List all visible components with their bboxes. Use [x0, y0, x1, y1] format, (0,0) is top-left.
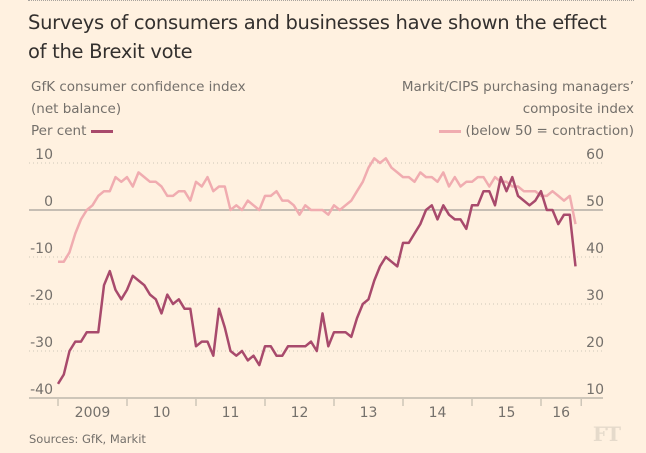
- x-tick-label: 13: [360, 405, 378, 421]
- pmi-line: [58, 157, 577, 263]
- source-note: Sources: GfK, Markit: [29, 432, 146, 446]
- left-axis-label-line2: (net balance): [31, 101, 122, 117]
- legend-gfk-swatch: [91, 129, 114, 133]
- left-tick-label: -30: [30, 335, 53, 351]
- right-tick-label: 30: [586, 288, 604, 304]
- right-tick-label: 10: [586, 382, 604, 398]
- x-tick-label: 10: [153, 405, 171, 421]
- left-tick-label: 10: [35, 147, 53, 163]
- left-tick-label: -40: [30, 382, 53, 398]
- x-tick-label: 12: [291, 405, 309, 421]
- legend-gfk: Per cent: [31, 120, 246, 142]
- right-tick-label: 60: [586, 147, 604, 163]
- right-axis-label-line2: composite index: [522, 101, 634, 117]
- right-axis-label: Markit/CIPS purchasing managers’ composi…: [402, 76, 634, 142]
- right-tick-label: 50: [586, 194, 604, 210]
- legend-pmi: (below 50 = contraction): [402, 120, 634, 142]
- right-tick-label: 40: [586, 241, 604, 257]
- right-axis-label-line3: (below 50 = contraction): [465, 123, 634, 139]
- x-tick-label: 11: [222, 405, 240, 421]
- left-tick-label: -10: [30, 241, 53, 257]
- left-tick-label: -20: [30, 288, 53, 304]
- x-tick-label: 16: [552, 405, 570, 421]
- chart-title: Surveys of consumers and businesses have…: [28, 11, 607, 63]
- gfk-line: [56, 175, 577, 385]
- legend-pmi-swatch: [438, 129, 461, 133]
- x-tick-label: 15: [498, 405, 516, 421]
- left-axis-label-line3: Per cent: [31, 123, 87, 139]
- right-tick-label: 20: [586, 335, 604, 351]
- left-axis-label-line1: GfK consumer confidence index: [31, 79, 246, 95]
- right-axis-label-line1: Markit/CIPS purchasing managers’: [401, 79, 634, 95]
- left-tick-label: 0: [44, 194, 53, 210]
- top-rule: [28, 0, 634, 1]
- x-tick-label: 2009: [75, 405, 111, 421]
- ft-logo: FT: [592, 422, 621, 446]
- x-tick-label: 14: [429, 405, 447, 421]
- left-axis-label: GfK consumer confidence index (net balan…: [31, 76, 246, 142]
